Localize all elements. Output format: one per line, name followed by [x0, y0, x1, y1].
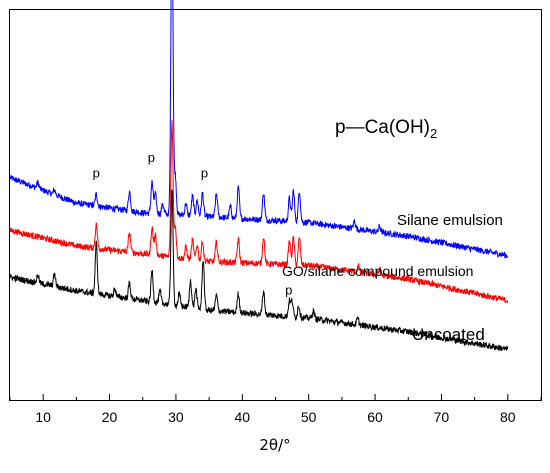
- x-tick-label-60: 60: [367, 409, 383, 425]
- peak-marker-3: p: [285, 283, 292, 298]
- x-tick-label-70: 70: [434, 409, 450, 425]
- legend-note-text: p—Ca(OH): [335, 117, 430, 138]
- peak-marker-0: p: [93, 166, 100, 181]
- x-tick-label-20: 20: [102, 409, 118, 425]
- x-tick-label-40: 40: [235, 409, 251, 425]
- series-label-silane: Silane emulsion: [397, 212, 503, 229]
- legend-note: p—Ca(OH)2: [335, 117, 437, 141]
- x-tick-label-50: 50: [301, 409, 317, 425]
- series-label-go-silane: GO/silane compound emulsion: [282, 263, 473, 279]
- x-tick-label-80: 80: [500, 409, 516, 425]
- x-tick-label-30: 30: [168, 409, 184, 425]
- series-line-1: [9, 119, 509, 304]
- series-line-0: [9, 0, 509, 259]
- plot-frame: [9, 9, 542, 401]
- peak-marker-2: p: [201, 166, 208, 181]
- series-group: [9, 0, 509, 351]
- x-tick-label-10: 10: [35, 409, 51, 425]
- x-axis-label: 2θ/°: [259, 436, 290, 454]
- series-line-2: [9, 189, 509, 351]
- legend-note-subscript: 2: [430, 126, 437, 141]
- peak-annotations: p p p p: [93, 150, 293, 298]
- x-axis-ticks: 10 20 30 40 50 60 70 80: [9, 394, 542, 425]
- peak-marker-1: p: [148, 150, 155, 165]
- series-label-uncoated: Uncoated: [412, 325, 485, 344]
